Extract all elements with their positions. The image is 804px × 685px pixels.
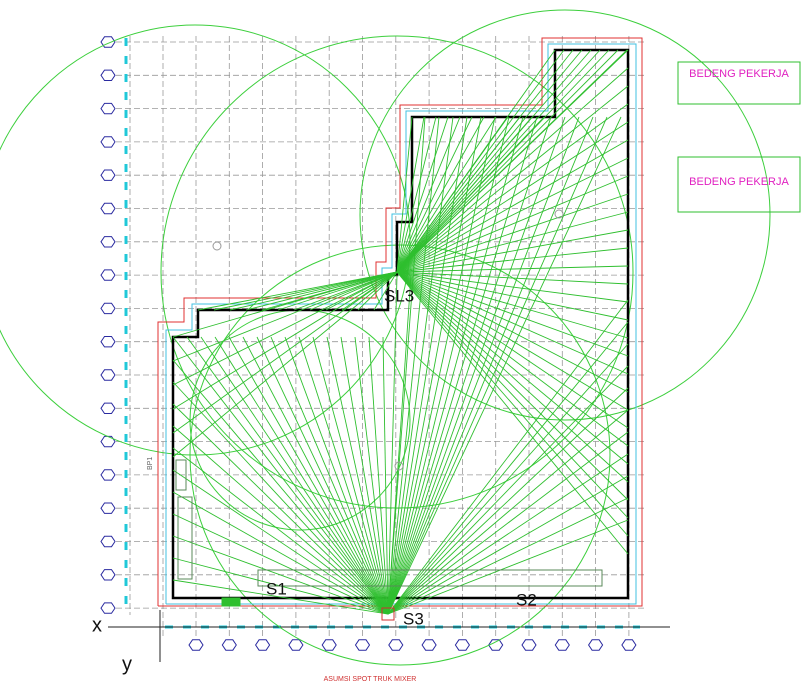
grid-bubble: [189, 640, 203, 650]
point-label: S1: [266, 579, 287, 598]
axis-label: y: [122, 653, 132, 675]
grid-bubble: [555, 640, 569, 650]
point-label: SL3: [384, 286, 414, 305]
grid-bubble: [256, 640, 270, 650]
grid-bubble: [222, 640, 236, 650]
grid-bubble: [101, 303, 115, 313]
grid-bubble: [101, 536, 115, 546]
grid-bubble: [101, 103, 115, 113]
grid-bubble: [101, 370, 115, 380]
grid-bubble: [101, 503, 115, 513]
grid-bubble: [101, 137, 115, 147]
bedeng-label: BEDENG PEKERJA: [689, 68, 789, 80]
grid-bubble: [289, 640, 303, 650]
axis-label: x: [92, 614, 102, 636]
bp-label: BP1: [147, 457, 154, 470]
truck-spot-label: ASUMSI SPOT TRUK MIXER: [324, 676, 417, 683]
grid-bubble: [101, 436, 115, 446]
grid-bubble: [101, 470, 115, 480]
grid-bubble: [489, 640, 503, 650]
grid-bubble: [101, 203, 115, 213]
bedeng-label: BEDENG PEKERJA: [689, 176, 789, 188]
grid-bubble: [101, 403, 115, 413]
point-label: S2: [516, 590, 537, 609]
point-label: S3: [403, 609, 424, 628]
grid-bubble: [101, 570, 115, 580]
s1-marker: [222, 598, 240, 606]
grid-bubble: [622, 640, 636, 650]
grid-bubble: [101, 170, 115, 180]
grid-bubble: [455, 640, 469, 650]
grid-bubble: [101, 603, 115, 613]
grid-bubble: [389, 640, 403, 650]
grid-bubble: [101, 270, 115, 280]
grid-bubble: [101, 70, 115, 80]
grid-bubble: [101, 337, 115, 347]
grid-bubble: [356, 640, 370, 650]
grid-bubble: [522, 640, 536, 650]
grid-bubble: [322, 640, 336, 650]
grid-bubble: [422, 640, 436, 650]
grid-bubble: [101, 237, 115, 247]
site-plan: BEDENG PEKERJA BEDENG PEKERJA SL3 S1 S2 …: [0, 0, 804, 685]
grid-bubble: [589, 640, 603, 650]
